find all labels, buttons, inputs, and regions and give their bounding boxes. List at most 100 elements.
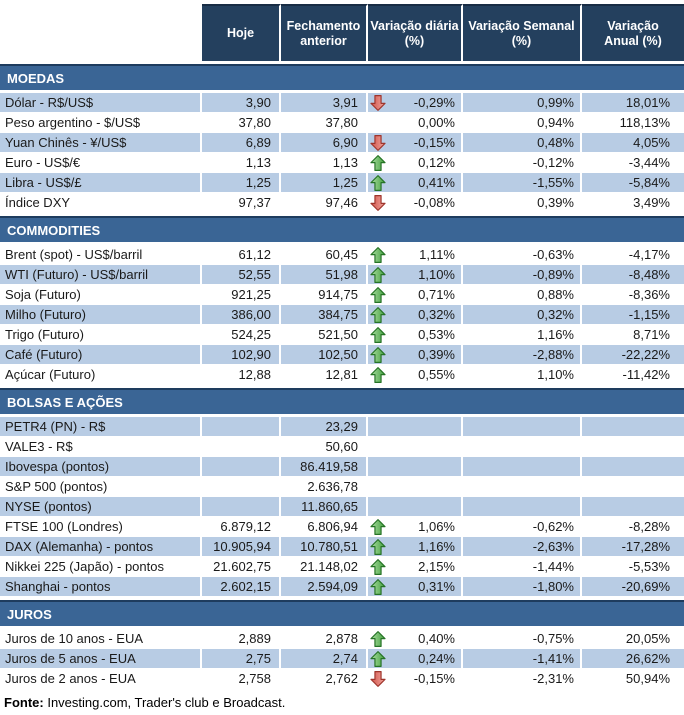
up-arrow-icon xyxy=(370,174,386,191)
daily-variation-cell: -0,15% xyxy=(368,669,463,689)
table-row: WTI (Futuro) - US$/barril 52,55 51,98 1,10%… xyxy=(0,265,684,285)
daily-variation-value: 0,12% xyxy=(418,155,455,170)
row-label: Juros de 2 anos - EUA xyxy=(0,669,202,689)
section-header-bolsas-e-a-es: BOLSAS E AÇÕES xyxy=(0,388,684,414)
daily-variation-cell: 0,71% xyxy=(368,285,463,305)
today-value: 6.879,12 xyxy=(202,517,281,537)
down-arrow-icon xyxy=(370,134,386,151)
weekly-variation-value: -2,31% xyxy=(463,669,582,689)
row-label: Yuan Chinês - ¥/US$ xyxy=(0,133,202,153)
annual-variation-value: -4,17% xyxy=(582,245,684,265)
today-value xyxy=(202,477,281,497)
daily-variation-value: 1,10% xyxy=(418,267,455,282)
row-label: Dólar - R$/US$ xyxy=(0,93,202,113)
row-label: Peso argentino - $/US$ xyxy=(0,113,202,133)
annual-variation-value: 8,71% xyxy=(582,325,684,345)
daily-variation-value: 2,15% xyxy=(418,559,455,574)
weekly-variation-value: 0,32% xyxy=(463,305,582,325)
table-body: MOEDAS Dólar - R$/US$ 3,90 3,91 -0,29% 0,99% 1… xyxy=(0,64,684,689)
daily-variation-cell: 2,15% xyxy=(368,557,463,577)
table-row: Trigo (Futuro) 524,25 521,50 0,53% 1,16% 8,71… xyxy=(0,325,684,345)
up-arrow-icon xyxy=(370,326,386,343)
down-arrow-icon xyxy=(370,670,386,687)
weekly-variation-value: -1,80% xyxy=(463,577,582,597)
up-arrow-icon xyxy=(370,558,386,575)
row-label: Milho (Futuro) xyxy=(0,305,202,325)
daily-variation-value: 1,11% xyxy=(419,247,455,262)
row-label: Shanghai - pontos xyxy=(0,577,202,597)
weekly-variation-value: 1,16% xyxy=(463,325,582,345)
daily-variation-cell xyxy=(368,477,463,497)
table-row: Shanghai - pontos 2.602,15 2.594,09 0,31% -1… xyxy=(0,577,684,597)
table-row: Juros de 5 anos - EUA 2,75 2,74 0,24% -1,41%… xyxy=(0,649,684,669)
section-title: JUROS xyxy=(7,606,52,622)
weekly-variation-value xyxy=(463,417,582,437)
daily-variation-value: 0,39% xyxy=(418,347,455,362)
table-row: PETR4 (PN) - R$ 23,29 xyxy=(0,417,684,437)
previous-close-value: 51,98 xyxy=(281,265,368,285)
today-value: 1,13 xyxy=(202,153,281,173)
up-arrow-icon xyxy=(370,266,386,283)
today-value: 12,88 xyxy=(202,365,281,385)
source-note: Fonte: Investing.com, Trader's club e Br… xyxy=(0,689,684,710)
table-row: Libra - US$/£ 1,25 1,25 0,41% -1,55% -5,84% xyxy=(0,173,684,193)
previous-close-value: 2.636,78 xyxy=(281,477,368,497)
previous-close-value: 97,46 xyxy=(281,193,368,213)
weekly-variation-value: -0,12% xyxy=(463,153,582,173)
annual-variation-value: -1,15% xyxy=(582,305,684,325)
today-value xyxy=(202,497,281,517)
row-label: S&P 500 (pontos) xyxy=(0,477,202,497)
daily-variation-cell: 1,06% xyxy=(368,517,463,537)
table-header-row: Hoje Fechamento anterior Variação diária… xyxy=(0,4,684,61)
weekly-variation-value: 0,94% xyxy=(463,113,582,133)
daily-variation-cell: -0,29% xyxy=(368,93,463,113)
today-value xyxy=(202,437,281,457)
daily-variation-value: 0,00% xyxy=(418,115,455,130)
annual-variation-value: -8,28% xyxy=(582,517,684,537)
daily-variation-value: 0,40% xyxy=(418,631,455,646)
previous-close-value: 6,90 xyxy=(281,133,368,153)
weekly-variation-value: -0,63% xyxy=(463,245,582,265)
previous-close-value: 914,75 xyxy=(281,285,368,305)
today-value: 61,12 xyxy=(202,245,281,265)
previous-close-value: 521,50 xyxy=(281,325,368,345)
row-label: VALE3 - R$ xyxy=(0,437,202,457)
down-arrow-icon xyxy=(370,94,386,111)
row-label: PETR4 (PN) - R$ xyxy=(0,417,202,437)
weekly-variation-value: -0,75% xyxy=(463,629,582,649)
table-row: Nikkei 225 (Japão) - pontos 21.602,75 21.1… xyxy=(0,557,684,577)
daily-variation-value: 0,53% xyxy=(418,327,455,342)
section-title: MOEDAS xyxy=(7,70,65,86)
annual-variation-value: -20,69% xyxy=(582,577,684,597)
section-header-moedas: MOEDAS xyxy=(0,64,684,90)
up-arrow-icon xyxy=(370,246,386,263)
row-label: Trigo (Futuro) xyxy=(0,325,202,345)
daily-variation-value: 0,24% xyxy=(418,651,455,666)
weekly-variation-value xyxy=(463,497,582,517)
section-header-commodities: COMMODITIES xyxy=(0,216,684,242)
table-row: Brent (spot) - US$/barril 61,12 60,45 1,11%… xyxy=(0,245,684,265)
table-row: Dólar - R$/US$ 3,90 3,91 -0,29% 0,99% 18,01% xyxy=(0,93,684,113)
table-row: Milho (Futuro) 386,00 384,75 0,32% 0,32% -1,1… xyxy=(0,305,684,325)
daily-variation-cell: 0,55% xyxy=(368,365,463,385)
annual-variation-value: -5,84% xyxy=(582,173,684,193)
table-row: Soja (Futuro) 921,25 914,75 0,71% 0,88% -8,36… xyxy=(0,285,684,305)
row-label: DAX (Alemanha) - pontos xyxy=(0,537,202,557)
row-label: Juros de 5 anos - EUA xyxy=(0,649,202,669)
source-label: Fonte: xyxy=(4,695,44,710)
daily-variation-cell: 0,00% xyxy=(368,113,463,133)
weekly-variation-value: 0,48% xyxy=(463,133,582,153)
daily-variation-value: 0,55% xyxy=(418,367,455,382)
today-value: 1,25 xyxy=(202,173,281,193)
today-value: 3,90 xyxy=(202,93,281,113)
daily-variation-value: -0,15% xyxy=(413,135,455,150)
row-label: Açúcar (Futuro) xyxy=(0,365,202,385)
today-value: 921,25 xyxy=(202,285,281,305)
daily-variation-cell: 1,16% xyxy=(368,537,463,557)
previous-close-value: 60,45 xyxy=(281,245,368,265)
daily-variation-value: -0,08% xyxy=(413,195,455,210)
annual-variation-value: -5,53% xyxy=(582,557,684,577)
table-row: DAX (Alemanha) - pontos 10.905,94 10.780,5… xyxy=(0,537,684,557)
daily-variation-cell: 0,53% xyxy=(368,325,463,345)
